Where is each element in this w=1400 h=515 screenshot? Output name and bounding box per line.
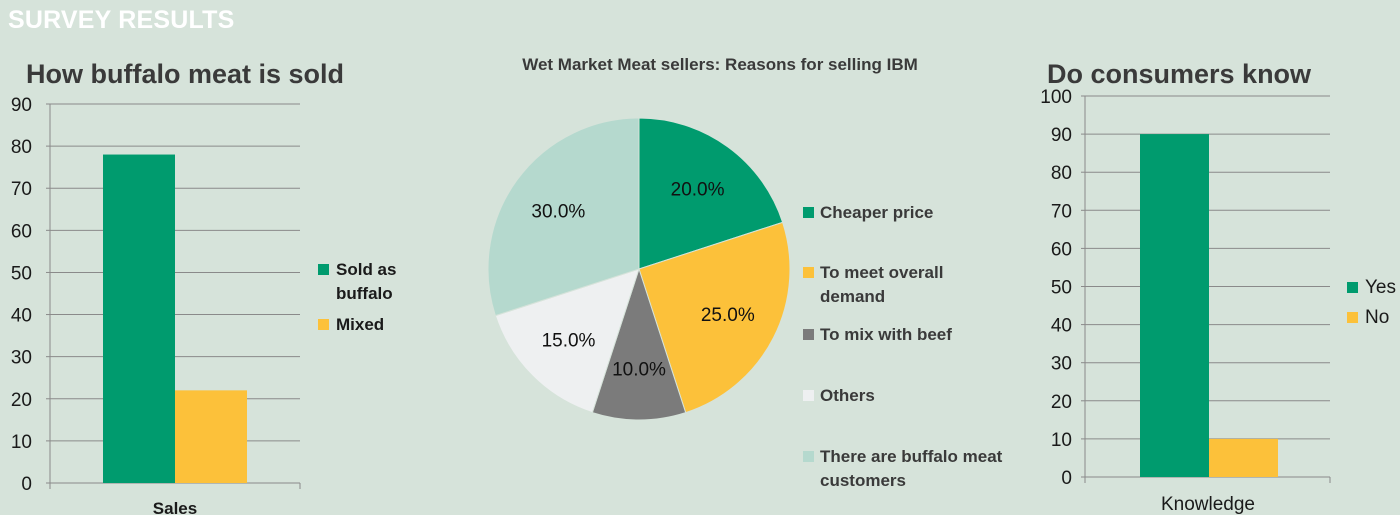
sales-ytick-label: 10 [11, 432, 32, 453]
sales-ytick-label: 90 [11, 95, 32, 116]
pie-data-label: 15.0% [542, 330, 596, 351]
knowledge-legend-swatch [1347, 312, 1358, 323]
sales-ytick-label: 60 [11, 221, 32, 242]
pie-slice-others [494, 268, 640, 414]
sales-legend-swatch [318, 264, 329, 275]
pie-legend-label: There are buffalo meat customers [820, 447, 1003, 490]
pie-slice-to-mix-with-beef [591, 267, 687, 421]
sales-ytick-label: 30 [11, 348, 32, 369]
knowledge-legend-swatch [1347, 282, 1358, 293]
pie-title: Wet Market Meat sellers: Reasons for sel… [522, 55, 918, 74]
knowledge-ytick-label: 60 [1051, 239, 1072, 260]
pie-chart: Wet Market Meat sellers: Reasons for sel… [487, 55, 1003, 490]
knowledge-bar-yes [1140, 134, 1209, 477]
sales-ytick-label: 20 [11, 390, 32, 411]
sales-ytick-label: 70 [11, 179, 32, 200]
pie-slice-cheaper-price [638, 117, 784, 270]
knowledge-title: Do consumers know [1047, 59, 1312, 89]
sales-ytick-label: 0 [21, 474, 32, 495]
pie-legend-label: To meet overall demand [820, 263, 943, 306]
sales-ytick-label: 50 [11, 263, 32, 284]
pie-legend-swatch [803, 267, 814, 278]
knowledge-ytick-label: 90 [1051, 125, 1072, 146]
sales-legend-label: Sold as buffalo [336, 260, 396, 303]
pie-data-label: 30.0% [531, 201, 585, 222]
knowledge-chart: Do consumers know 0 10 20 30 40 50 60 70 80 90 100 K… [1040, 59, 1396, 515]
pie-legend-label: Cheaper price [820, 203, 933, 222]
sales-ytick-label: 40 [11, 306, 32, 327]
knowledge-ytick-label: 20 [1051, 392, 1072, 413]
pie-legend-swatch [803, 207, 814, 218]
sales-category-label: Sales [153, 499, 197, 515]
sales-bar-sold-as-buffalo [103, 154, 175, 484]
pie-data-label: 20.0% [671, 179, 725, 200]
knowledge-ytick-label: 0 [1061, 468, 1072, 489]
pie-legend-label: Others [820, 386, 875, 405]
knowledge-ytick-label: 100 [1040, 87, 1072, 108]
knowledge-ytick-label: 30 [1051, 354, 1072, 375]
knowledge-ytick-label: 50 [1051, 278, 1072, 299]
sales-legend-label: Mixed [336, 315, 384, 334]
knowledge-ytick-label: 70 [1051, 201, 1072, 222]
knowledge-legend-label: Yes [1365, 277, 1396, 298]
sales-ytick-label: 80 [11, 137, 32, 158]
sales-legend-swatch [318, 319, 329, 330]
pie-slice-to-meet-overall-demand [638, 221, 791, 414]
page-banner: SURVEY RESULTS [8, 6, 235, 34]
knowledge-category-label: Knowledge [1161, 494, 1255, 515]
knowledge-bar-no [1209, 438, 1278, 477]
pie-legend-label: To mix with beef [820, 325, 952, 344]
pie-slice-there-are-buffalo-meat-customers [487, 117, 640, 317]
pie-legend-swatch [803, 329, 814, 340]
sales-bar-mixed [175, 390, 247, 483]
pie-data-label: 10.0% [612, 360, 666, 381]
sales-title: How buffalo meat is sold [26, 59, 344, 89]
pie-legend-swatch [803, 451, 814, 462]
sales-chart: How buffalo meat is sold 0 10 20 30 40 50 60 70 8… [11, 59, 397, 515]
knowledge-ytick-label: 80 [1051, 163, 1072, 184]
knowledge-ytick-label: 10 [1051, 430, 1072, 451]
pie-data-label: 25.0% [701, 305, 755, 326]
knowledge-legend-label: No [1365, 307, 1389, 328]
knowledge-ytick-label: 40 [1051, 316, 1072, 337]
pie-legend-swatch [803, 390, 814, 401]
